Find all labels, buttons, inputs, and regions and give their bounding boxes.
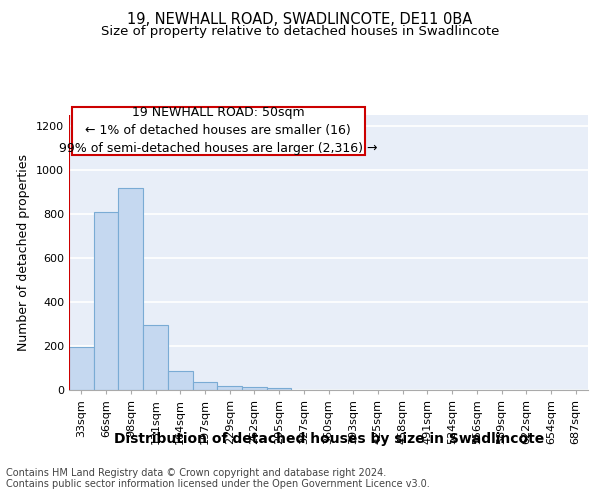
Bar <box>69 347 94 390</box>
Bar <box>242 386 267 390</box>
Text: Size of property relative to detached houses in Swadlincote: Size of property relative to detached ho… <box>101 25 499 38</box>
Bar <box>217 386 242 390</box>
Bar <box>118 188 143 390</box>
Bar <box>267 388 292 390</box>
Text: Contains HM Land Registry data © Crown copyright and database right 2024.
Contai: Contains HM Land Registry data © Crown c… <box>6 468 430 489</box>
Text: 19, NEWHALL ROAD, SWADLINCOTE, DE11 0BA: 19, NEWHALL ROAD, SWADLINCOTE, DE11 0BA <box>127 12 473 28</box>
Text: 19 NEWHALL ROAD: 50sqm
← 1% of detached houses are smaller (16)
99% of semi-deta: 19 NEWHALL ROAD: 50sqm ← 1% of detached … <box>59 106 377 156</box>
Y-axis label: Number of detached properties: Number of detached properties <box>17 154 31 351</box>
FancyBboxPatch shape <box>71 107 365 155</box>
Bar <box>143 325 168 390</box>
Bar <box>94 212 118 390</box>
Bar <box>168 372 193 390</box>
Text: Distribution of detached houses by size in Swadlincote: Distribution of detached houses by size … <box>113 432 544 446</box>
Bar <box>193 382 217 390</box>
